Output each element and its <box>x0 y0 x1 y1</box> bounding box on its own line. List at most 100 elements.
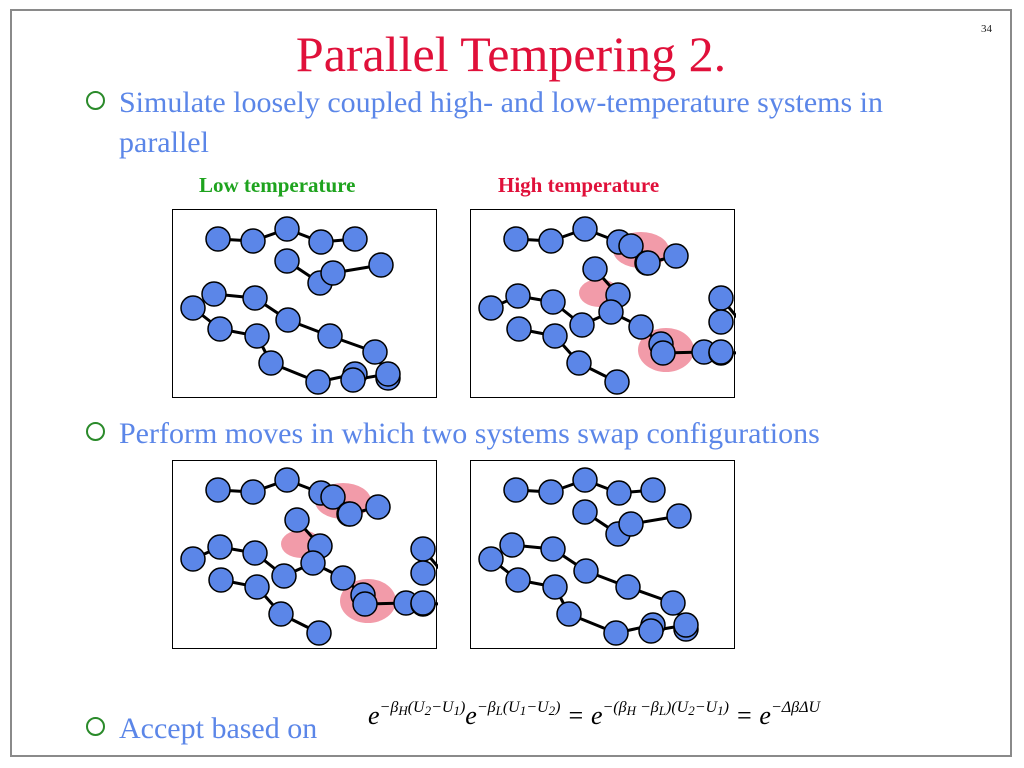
bead-4-0 <box>180 295 206 321</box>
bead-0-1 <box>240 479 266 505</box>
polymer-diagram-low-before <box>180 216 401 395</box>
bead-4-4 <box>305 369 331 395</box>
bead-3-5 <box>330 565 356 591</box>
polymer-chain-4 <box>518 327 618 384</box>
bead-4-2 <box>566 350 592 376</box>
low-temperature-label: Low temperature <box>199 173 356 197</box>
bead-0-2 <box>274 216 300 242</box>
bead-0-4 <box>342 226 368 252</box>
bead-2-0 <box>201 281 227 307</box>
slide-title: Parallel Tempering 2. <box>295 26 727 82</box>
bead-0-4 <box>618 233 644 259</box>
bead-0-0 <box>503 226 529 252</box>
bead-3-0 <box>618 511 644 537</box>
bead-0-3 <box>606 480 632 506</box>
bead-4-3 <box>306 620 332 646</box>
slide: 34 Parallel Tempering 2. Simulate loosel… <box>10 9 1012 757</box>
bead-3-1 <box>368 252 394 278</box>
bead-2-1 <box>540 536 566 562</box>
bead-5-0 <box>352 591 378 617</box>
bead-2-2 <box>275 307 301 333</box>
bead-0-2 <box>572 216 598 242</box>
bead-0-1 <box>538 479 564 505</box>
bead-4-3 <box>556 601 582 627</box>
bead-2-4 <box>362 339 388 365</box>
polymer-diagram-high-before <box>478 216 736 395</box>
circle-bullet-icon <box>86 422 105 441</box>
bead-5-0 <box>340 367 366 393</box>
bead-4-1 <box>542 323 568 349</box>
bead-2-2 <box>573 558 599 584</box>
bead-0-4 <box>320 484 346 510</box>
bead-6-2 <box>410 590 436 616</box>
bead-3-2 <box>540 289 566 315</box>
bead-2-4 <box>660 590 686 616</box>
bead-5-1 <box>375 361 401 387</box>
circle-bullet-icon <box>86 717 105 736</box>
bead-4-1 <box>207 316 233 342</box>
bead-0-2 <box>572 467 598 493</box>
panel-low-after <box>172 460 438 649</box>
bead-3-3 <box>569 312 595 338</box>
bead-0-3 <box>308 229 334 255</box>
bullet-2: Perform moves in which two systems swap … <box>86 414 986 454</box>
bead-3-5 <box>628 314 654 340</box>
bead-4-1 <box>244 574 270 600</box>
bead-6-2 <box>708 339 734 365</box>
polymer-chain-4 <box>220 578 320 635</box>
bead-0-4 <box>640 477 666 503</box>
bullet-2-text: Perform moves in which two systems swap … <box>119 417 820 450</box>
bead-3-2 <box>242 540 268 566</box>
bead-2-1 <box>242 285 268 311</box>
bead-0-2 <box>274 467 300 493</box>
bullet-3-text: Accept based on <box>119 712 318 745</box>
bead-3-0 <box>180 546 206 572</box>
bead-2-3 <box>615 574 641 600</box>
bead-4-0 <box>208 567 234 593</box>
bead-3-1 <box>207 534 233 560</box>
bullet-1-text: Simulate loosely coupled high- and low-t… <box>119 86 884 159</box>
bead-4-4 <box>603 620 629 646</box>
bead-6-0 <box>410 536 436 562</box>
bead-0-0 <box>205 226 231 252</box>
bead-0-0 <box>503 477 529 503</box>
bead-2-0 <box>284 507 310 533</box>
bead-6-1 <box>410 560 436 586</box>
bead-3-0 <box>320 260 346 286</box>
page-number: 34 <box>981 23 992 35</box>
bead-3-0 <box>478 295 504 321</box>
bead-3-4 <box>598 299 624 325</box>
bead-2-0 <box>582 256 608 282</box>
bead-4-3 <box>258 350 284 376</box>
bullet-1: Simulate loosely coupled high- and low-t… <box>86 83 986 163</box>
bead-1-0 <box>635 250 661 276</box>
bead-4-2 <box>268 601 294 627</box>
bead-4-3 <box>604 369 630 395</box>
bead-4-2 <box>244 323 270 349</box>
bead-0-0 <box>205 477 231 503</box>
bead-1-0 <box>572 499 598 525</box>
bead-4-1 <box>505 567 531 593</box>
polymer-diagram-high-after <box>478 467 699 646</box>
panel-high-after <box>470 460 735 649</box>
circle-bullet-icon <box>86 91 105 110</box>
panel-low-before <box>172 209 437 398</box>
bead-6-1 <box>708 309 734 335</box>
acceptance-formula: e−βH(U2−U1)e−βL(U1−U2) = e−(βH −βL)(U2−U… <box>368 699 821 730</box>
bead-5-0 <box>638 618 664 644</box>
bead-1-1 <box>365 494 391 520</box>
bead-5-0 <box>650 340 676 366</box>
bead-4-0 <box>506 316 532 342</box>
bead-3-1 <box>505 283 531 309</box>
bead-0-1 <box>538 228 564 254</box>
bead-6-0 <box>708 285 734 311</box>
polymer-diagram-low-after <box>180 467 438 646</box>
bead-5-1 <box>673 612 699 638</box>
high-temperature-label: High temperature <box>498 173 660 197</box>
bead-1-0 <box>274 248 300 274</box>
bead-2-3 <box>317 323 343 349</box>
bead-1-1 <box>663 243 689 269</box>
panel-high-before <box>470 209 736 398</box>
bead-3-3 <box>271 563 297 589</box>
bead-3-4 <box>300 550 326 576</box>
